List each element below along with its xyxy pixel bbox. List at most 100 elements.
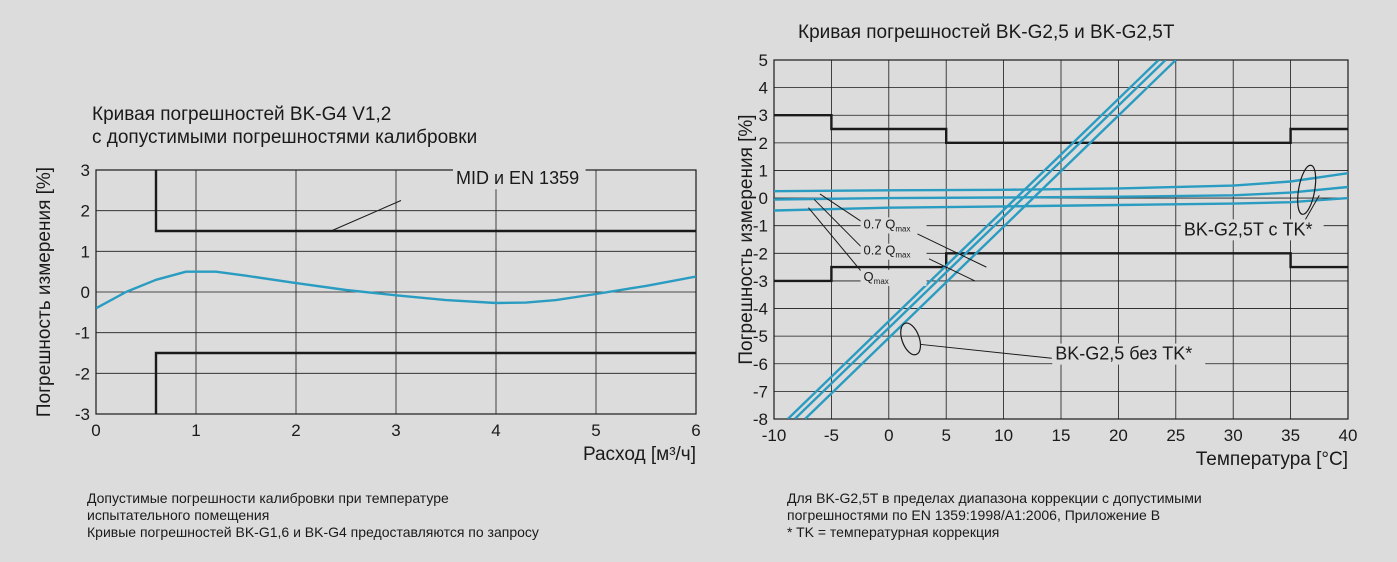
annotation-pointer	[920, 343, 1052, 359]
y-tick-label: -1	[753, 217, 768, 236]
y-tick-label: 5	[759, 51, 768, 70]
annotation-label: 0.2 Qmax	[864, 243, 911, 260]
y-tick-label: -7	[753, 382, 768, 401]
caption-left-line: испытательного помещения	[87, 507, 270, 523]
annotation-text: BK-G2,5 без TK*	[1055, 344, 1192, 364]
annotation-subscript: max	[895, 224, 910, 233]
x-tick-label: 10	[994, 426, 1013, 445]
x-tick-label: 0	[884, 426, 893, 445]
x-tick-label: 35	[1281, 426, 1300, 445]
y-tick-label: 3	[759, 106, 768, 125]
annotation-bg	[453, 168, 586, 190]
y-tick-label: -3	[753, 272, 768, 291]
y-tick-label: -5	[753, 327, 768, 346]
series-limit	[154, 351, 696, 414]
y-tick-label: -4	[753, 300, 768, 319]
annotation-label: Qmax	[864, 269, 889, 286]
y-tick-label: 2	[81, 202, 90, 221]
y-tick-label: -3	[75, 405, 90, 424]
series-curve	[774, 185, 1348, 201]
annotation-bg	[1052, 343, 1206, 365]
annotation-pointer	[917, 233, 987, 268]
annotation-label: BK-G2,5 без TK*	[1055, 344, 1192, 364]
annotation-subscript: max	[874, 277, 889, 286]
annotation-text: 0.2 Q	[864, 243, 896, 258]
x-tick-label: 15	[1052, 426, 1071, 445]
annotation-bg	[860, 243, 927, 260]
annotation-subscript: max	[895, 251, 910, 260]
y-tick-label: 0	[759, 189, 768, 208]
x-tick-label: 30	[1224, 426, 1243, 445]
caption-right-line: Для BK-G2,5T в пределах диапазона коррек…	[787, 490, 1202, 506]
y-tick-label: 2	[759, 134, 768, 153]
annotation-pointer	[928, 258, 976, 282]
y-tick-label: 0	[81, 283, 90, 302]
series-curve	[804, 60, 1177, 419]
x-tick-label: 20	[1109, 426, 1128, 445]
y-tick-label: 4	[759, 79, 768, 98]
annotation-label: BK-G2,5T с TK*	[1184, 219, 1313, 239]
y-tick-label: -6	[753, 355, 768, 374]
chart-left: Кривая погрешностей BK-G4 V1,2с допустим…	[34, 104, 701, 465]
x-tick-label: 3	[391, 421, 400, 440]
annotation-pointer	[330, 200, 402, 232]
y-axis-label: Погрешность измерения [%]	[736, 114, 757, 364]
series-limit	[774, 113, 1348, 145]
chart-title: Кривая погрешностей BK-G2,5 и BK-G2,5T	[798, 22, 1175, 43]
annotation-text: Q	[864, 269, 874, 284]
caption-left: Допустимые погрешности калибровки при те…	[87, 490, 539, 541]
series-limit	[774, 252, 1348, 283]
annotation-label: 0.7 Qmax	[864, 216, 911, 233]
x-tick-label: 5	[591, 421, 600, 440]
x-tick-label: 5	[941, 426, 950, 445]
y-tick-label: 1	[759, 161, 768, 180]
series-curve	[774, 196, 1348, 212]
y-tick-label: 3	[81, 161, 90, 180]
y-axis-label: Погрешность измерения [%]	[34, 167, 55, 417]
annotation-pointer	[808, 207, 864, 275]
x-tick-label: 6	[691, 421, 700, 440]
callout-ellipse	[900, 322, 922, 356]
y-tick-label: -8	[753, 410, 768, 429]
annotation-text: 0.7 Q	[864, 216, 896, 231]
annotation-pointer	[813, 199, 864, 250]
chart-subtitle: с допустимыми погрешностями калибровки	[92, 127, 477, 148]
x-tick-label: 4	[491, 421, 500, 440]
y-tick-label: -2	[75, 364, 90, 383]
x-tick-label: -5	[824, 426, 839, 445]
annotation-pointer	[819, 193, 864, 224]
callout-ellipse	[1297, 164, 1317, 215]
annotation-bg	[1180, 219, 1324, 241]
x-tick-label: 40	[1339, 426, 1358, 445]
caption-left-line: Кривые погрешностей BK-G1,6 и BK-G4 пред…	[87, 524, 539, 540]
annotation-text: BK-G2,5T с TK*	[1184, 219, 1313, 239]
series-curve	[96, 270, 696, 310]
annotation-label: MID и EN 1359	[456, 168, 579, 188]
x-tick-label: 1	[191, 421, 200, 440]
chart-title: Кривая погрешностей BK-G4 V1,2	[92, 104, 391, 125]
caption-right-line: * TK = температурная коррекция	[787, 524, 1000, 540]
y-tick-label: 1	[81, 242, 90, 261]
annotation-text: MID и EN 1359	[456, 168, 579, 188]
caption-left-line: Допустимые погрешности калибровки при те…	[87, 490, 449, 506]
caption-right-line: погрешностями по EN 1359:1998/A1:2006, П…	[787, 507, 1161, 523]
y-tick-label: -2	[753, 244, 768, 263]
annotation-bg	[860, 217, 927, 234]
series-curve	[793, 60, 1167, 419]
series-curve	[774, 172, 1348, 193]
x-tick-label: -10	[762, 426, 787, 445]
x-tick-label: 2	[291, 421, 300, 440]
annotation-bg	[860, 269, 927, 286]
y-tick-label: -1	[75, 324, 90, 343]
series-limit	[154, 170, 696, 233]
x-axis-label: Расход [м³/ч]	[583, 444, 696, 465]
x-tick-label: 25	[1166, 426, 1185, 445]
x-axis-label: Температура [°C]	[1196, 449, 1348, 470]
series-curve	[786, 60, 1160, 419]
chart-right: Кривая погрешностей BK-G2,5 и BK-G2,5T -1…	[736, 22, 1358, 470]
plot-frame	[773, 59, 1349, 420]
caption-right: Для BK-G2,5T в пределах диапазона коррек…	[787, 490, 1202, 541]
plot-frame	[95, 169, 697, 415]
x-tick-label: 0	[91, 421, 100, 440]
